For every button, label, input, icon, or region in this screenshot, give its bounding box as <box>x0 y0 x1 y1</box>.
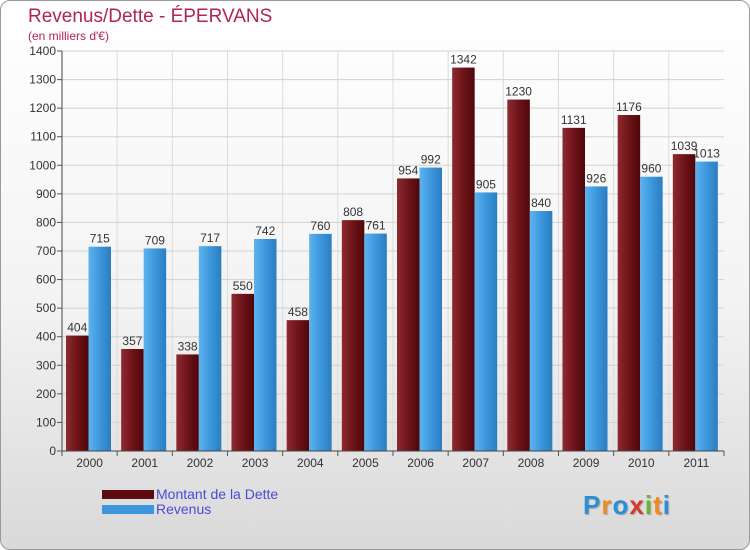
bar-revenus-2011 <box>695 161 718 452</box>
legend-item-revenus: Revenus <box>102 501 211 517</box>
logo-letter: t <box>653 490 663 520</box>
data-label-revenus-2011: 1013 <box>693 147 720 161</box>
data-label-revenus-2004: 760 <box>310 219 330 233</box>
bar-revenus-2003 <box>254 239 277 451</box>
data-label-revenus-2003: 742 <box>255 224 275 238</box>
bar-revenus-2002 <box>198 246 222 451</box>
data-label-revenus-2005: 761 <box>366 219 386 233</box>
chart-title: Revenus/Dette - ÉPERVANS <box>28 6 273 27</box>
bar-revenus-2006 <box>419 167 442 452</box>
bar-revenus-2009 <box>585 186 608 451</box>
legend-item-debt: Montant de la Dette <box>102 486 278 502</box>
y-tick-label: 800 <box>36 215 56 229</box>
data-labels: 404 357 338 550 458 808 954 1342 1230 1131 1176 103… <box>67 53 720 354</box>
legend-label-revenus: Revenus <box>156 501 212 517</box>
x-tick-label: 2001 <box>131 456 158 470</box>
logo-letter: o <box>612 490 630 520</box>
bar-debt-2006 <box>397 178 420 451</box>
bar-debt-2009 <box>562 127 585 451</box>
data-label-debt-2005: 808 <box>343 205 363 219</box>
y-tick-label: 1000 <box>29 158 56 172</box>
x-tick-label: 2003 <box>242 456 269 470</box>
x-tick-label: 2000 <box>76 456 103 470</box>
logo-letter: r <box>601 490 613 520</box>
data-label-debt-2004: 458 <box>288 305 308 319</box>
y-tick-label: 900 <box>36 187 56 201</box>
x-tick-label: 2011 <box>684 456 710 470</box>
logo-letter: i <box>662 490 671 520</box>
data-label-debt-2000: 404 <box>67 321 87 335</box>
logo-letter: x <box>629 490 645 520</box>
bars <box>66 67 718 452</box>
grid-lines <box>62 50 724 452</box>
x-tick-label: 2009 <box>573 456 600 470</box>
y-tick-label: 1400 <box>29 44 56 58</box>
x-tick-label: 2008 <box>518 456 545 470</box>
data-label-debt-2011: 1039 <box>671 139 698 153</box>
data-label-debt-2006: 954 <box>398 163 418 177</box>
legend-swatch-debt <box>102 489 154 499</box>
y-tick-label: 200 <box>36 387 56 401</box>
data-label-revenus-2007: 905 <box>476 177 496 191</box>
proxiti-logo: Proxiti <box>583 490 671 521</box>
data-label-debt-2009: 1131 <box>561 113 587 127</box>
data-label-debt-2002: 338 <box>178 339 198 353</box>
bar-revenus-2007 <box>474 192 498 451</box>
bar-revenus-2005 <box>364 233 387 451</box>
y-tick-label: 1200 <box>29 101 56 115</box>
bar-revenus-2010 <box>640 176 663 451</box>
x-tick-label: 2006 <box>407 456 434 470</box>
x-tick-label: 2007 <box>462 456 489 470</box>
bar-revenus-2001 <box>143 248 167 451</box>
data-label-debt-2008: 1230 <box>505 85 532 99</box>
data-label-revenus-2010: 960 <box>641 162 661 176</box>
bar-debt-2002 <box>176 354 199 451</box>
legend-swatch-revenus <box>102 504 154 514</box>
bar-debt-2007 <box>452 67 475 452</box>
data-label-revenus-2001: 709 <box>145 233 165 247</box>
bar-debt-2004 <box>286 320 310 451</box>
logo-letter: P <box>583 490 602 520</box>
data-label-revenus-2002: 717 <box>200 231 220 245</box>
y-tick-label: 600 <box>36 273 56 287</box>
bar-debt-2010 <box>617 115 641 451</box>
axes: 0 100 200 300 400 500 600 700 800 900 1000 1100 1200… <box>29 44 725 470</box>
x-tick-label: 2004 <box>297 456 324 470</box>
data-label-revenus-2006: 992 <box>421 153 441 167</box>
data-label-revenus-2008: 840 <box>531 196 551 210</box>
x-tick-label: 2010 <box>628 456 655 470</box>
logo-letter: i <box>644 490 654 520</box>
y-tick-label: 100 <box>36 415 56 429</box>
legend-label-debt: Montant de la Dette <box>156 486 279 502</box>
y-tick-label: 1300 <box>29 73 56 87</box>
bar-debt-2001 <box>121 349 144 451</box>
y-tick-label: 700 <box>36 244 56 258</box>
x-tick-label: 2005 <box>352 456 379 470</box>
y-tick-label: 0 <box>49 444 56 458</box>
bar-debt-2003 <box>231 293 254 451</box>
y-tick-label: 300 <box>36 358 56 372</box>
bar-revenus-2004 <box>309 233 332 451</box>
data-label-debt-2010: 1176 <box>616 100 642 114</box>
data-label-debt-2007: 1342 <box>450 53 477 67</box>
data-label-revenus-2000: 715 <box>90 232 110 246</box>
bar-debt-2011 <box>672 154 696 451</box>
bar-revenus-2008 <box>529 211 553 451</box>
y-tick-label: 1100 <box>30 130 56 144</box>
bar-debt-2005 <box>341 220 365 451</box>
bar-revenus-2000 <box>88 246 111 451</box>
x-tick-label: 2002 <box>187 456 214 470</box>
bar-debt-2008 <box>507 99 530 452</box>
data-label-revenus-2009: 926 <box>586 171 606 185</box>
data-label-debt-2003: 550 <box>233 279 253 293</box>
y-tick-label: 400 <box>36 330 56 344</box>
chart-subtitle: (en milliers d'€) <box>28 29 109 43</box>
y-tick-label: 500 <box>36 301 56 315</box>
data-label-debt-2001: 357 <box>122 334 142 348</box>
bar-debt-2000 <box>66 335 89 451</box>
